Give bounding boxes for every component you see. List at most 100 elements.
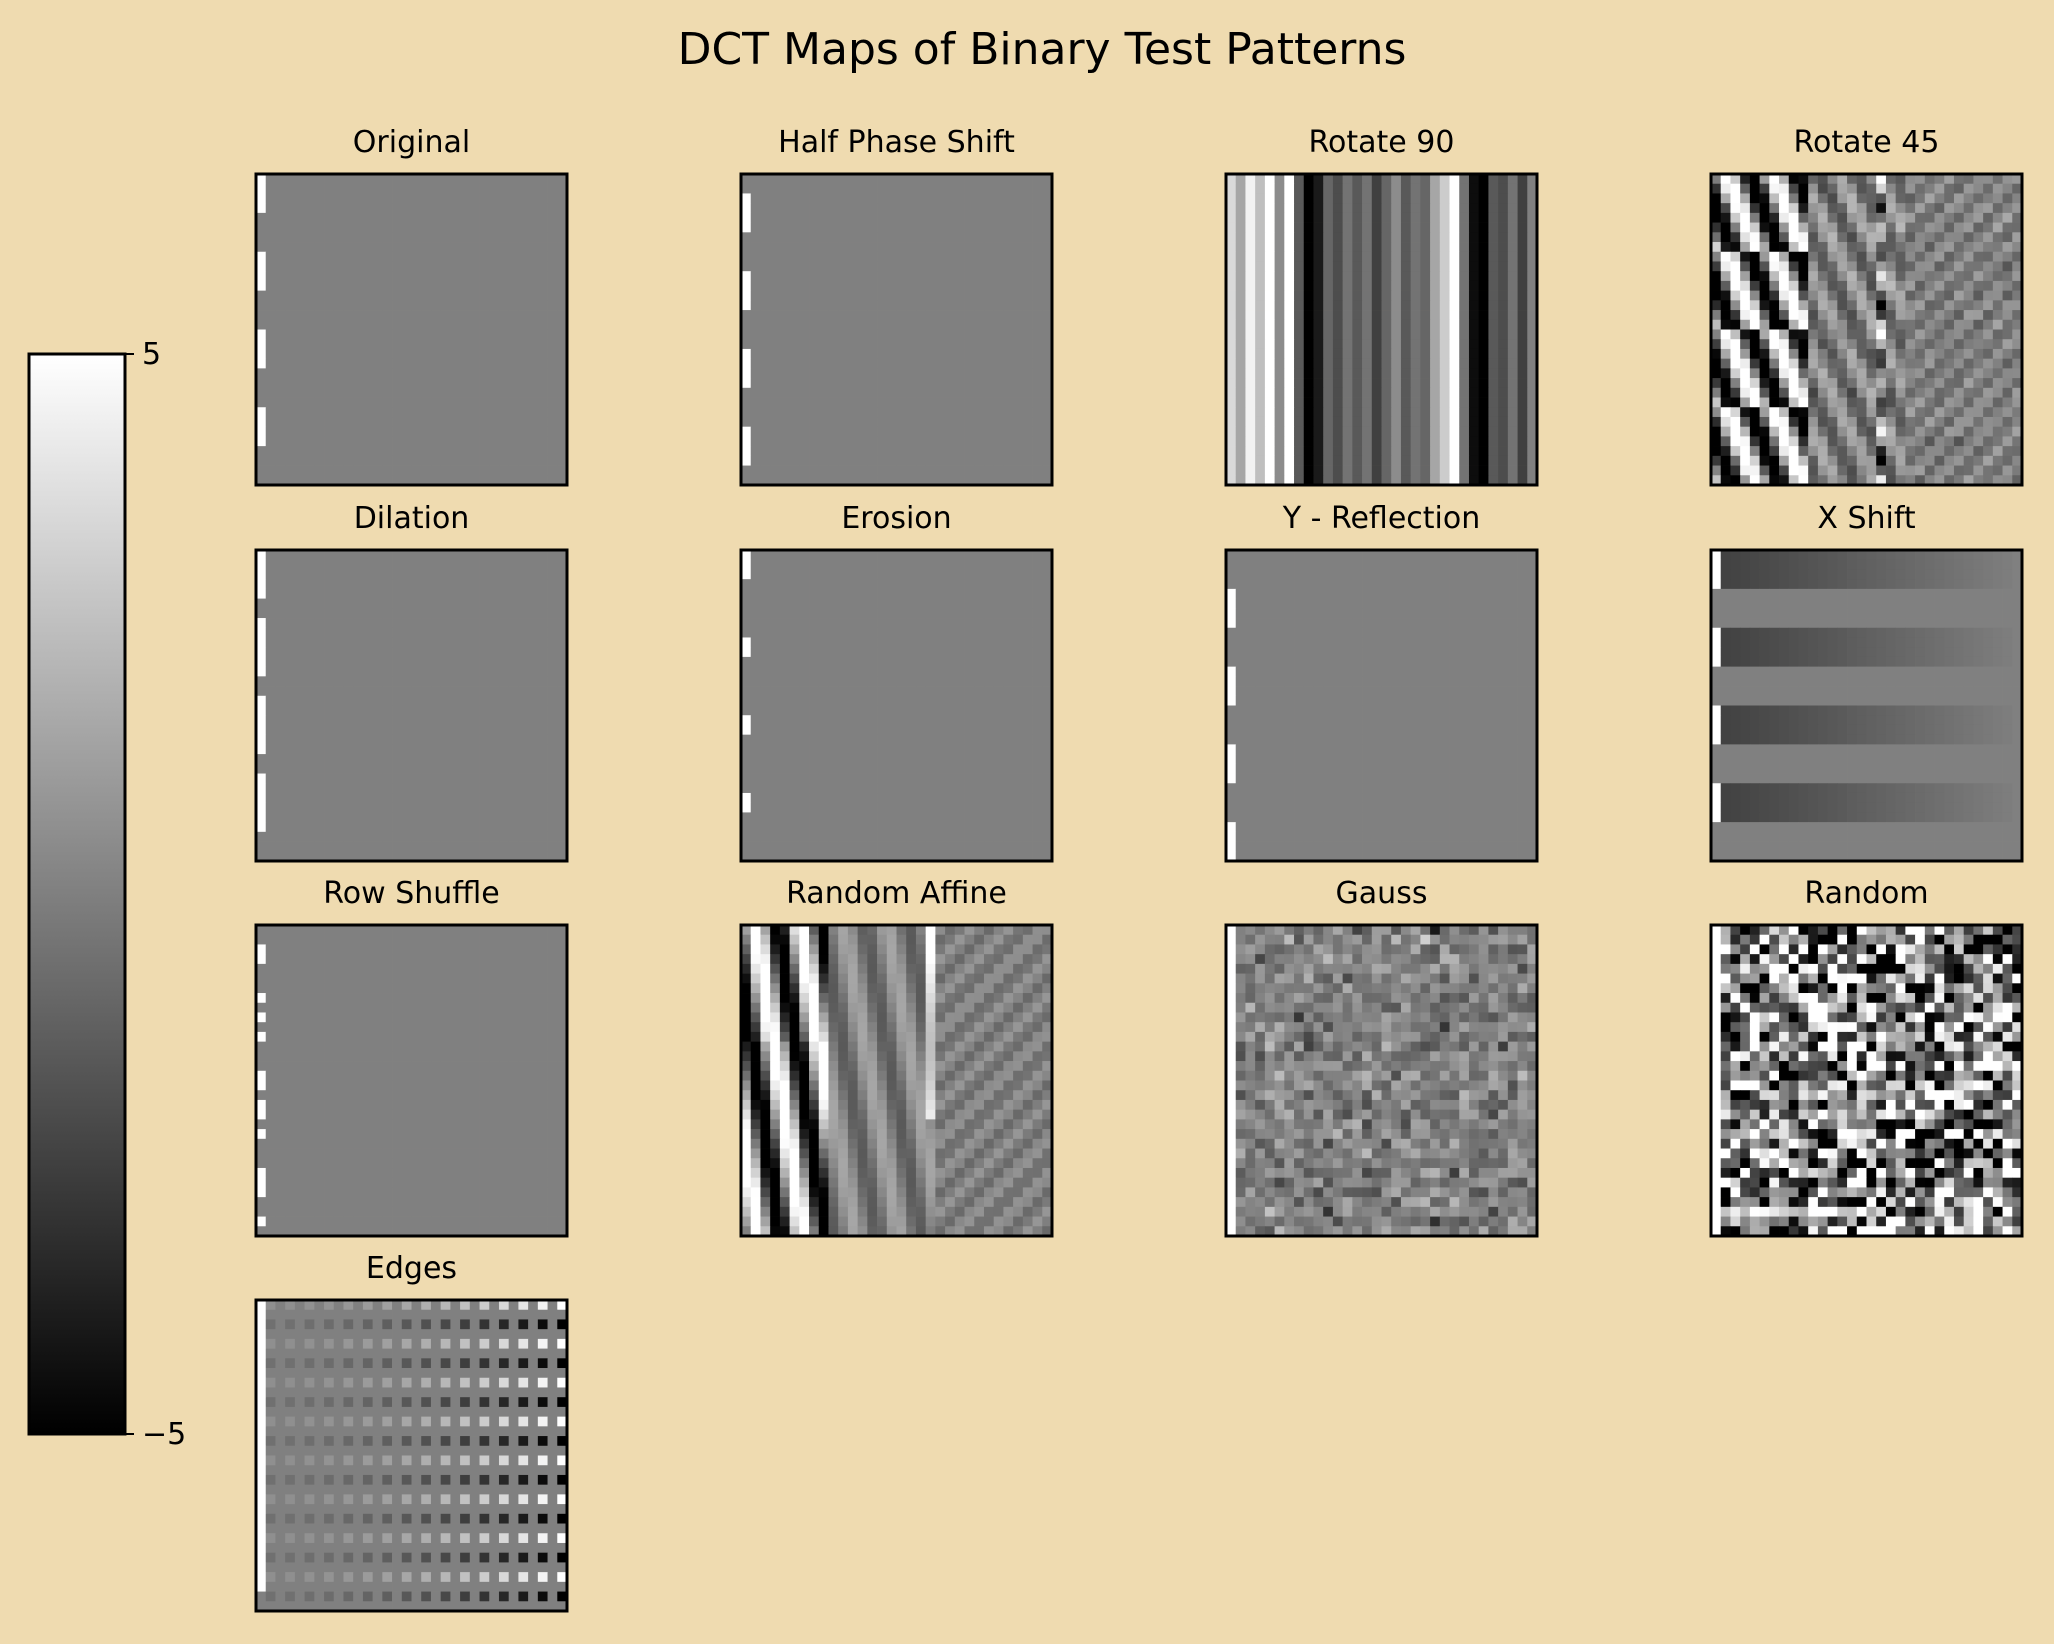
heatmap-cell [1449,397,1460,408]
heatmap-cell [1410,242,1421,253]
heatmap-cell [770,174,781,185]
heatmap-cell [770,387,781,398]
heatmap-cell [1963,426,1974,437]
heatmap-cell [1226,397,1237,408]
heatmap-cell [537,559,548,570]
heatmap-cell [392,300,403,311]
heatmap-cell [1420,387,1431,398]
heatmap-cell [1498,387,1509,398]
heatmap-cell [1895,348,1906,360]
heatmap-cell [411,676,422,687]
heatmap-cell [1769,261,1780,272]
heatmap-cell [1468,446,1480,457]
heatmap-cell [1944,290,1955,301]
heatmap-cell [1817,368,1828,379]
heatmap-cell [333,637,344,648]
heatmap-cell [489,271,500,282]
heatmap-cell [799,280,810,291]
heatmap-cell [1342,426,1353,437]
heatmap-cell [411,627,422,638]
heatmap-cell [333,579,344,590]
heatmap-cell [847,319,858,330]
heatmap-cell [750,203,761,214]
heatmap-cell [479,724,490,736]
heatmap-cell [1759,348,1770,360]
heatmap-cell [382,656,393,667]
heatmap-cell [1876,203,1887,214]
heatmap-cell [411,744,422,755]
heatmap-cell [489,734,500,745]
heatmap-cell [528,647,539,658]
heatmap-cell [818,290,829,301]
heatmap-cell [1391,368,1402,379]
heatmap-cell [838,407,849,418]
heatmap-cell [1983,319,1994,330]
heatmap-cell [537,300,548,311]
heatmap-cell [382,608,393,619]
heatmap-cell [1371,339,1382,350]
heatmap-cell [1342,475,1353,486]
heatmap-cell [557,222,568,233]
heatmap-cell [508,647,519,658]
heatmap-cell [537,387,548,398]
heatmap-cell [1381,436,1392,447]
heatmap-cell [324,465,335,476]
heatmap-cell [1720,387,1731,398]
heatmap-cell [401,222,412,233]
heatmap-cell [469,763,480,774]
heatmap-cell [1032,280,1043,291]
heatmap-cell [1430,436,1441,447]
heatmap-cell [382,251,393,262]
heatmap-cell [430,695,442,706]
heatmap-cell [265,559,276,570]
heatmap-cell [770,455,781,466]
heatmap-cell [838,232,849,243]
heatmap-cell [1498,319,1509,330]
heatmap-cell [1003,436,1014,447]
heatmap-cell [256,666,267,677]
heatmap-cell [498,569,510,580]
heatmap-cell [1924,193,1935,204]
heatmap-cell [1439,387,1450,398]
heatmap-cell [401,242,412,253]
heatmap-cell [528,368,539,379]
heatmap-cell [537,475,548,486]
heatmap-cell [382,426,393,437]
heatmap-cell [945,271,956,282]
heatmap-cell [528,627,539,638]
heatmap-cell [1042,290,1053,301]
heatmap-cell [1953,232,1965,243]
heatmap-cell [304,475,315,486]
heatmap-cell [1400,378,1412,389]
heatmap-cell [915,407,927,418]
heatmap-cell [1779,348,1790,360]
heatmap-cell [469,446,480,457]
heatmap-cell [1381,416,1392,428]
heatmap-cell [372,271,383,282]
heatmap-cell [333,251,344,262]
heatmap-cell [324,203,335,214]
heatmap-cell [508,656,519,667]
heatmap-cell [343,666,354,677]
heatmap-cell [1449,368,1460,379]
heatmap-cell [1284,465,1295,476]
heatmap-cell [275,475,286,486]
heatmap-cell [508,550,519,561]
heatmap-cell [789,271,800,282]
heatmap-cell [838,212,849,223]
heatmap-cell [1410,261,1421,272]
panel-frame [254,172,569,487]
heatmap-cell [430,242,442,253]
heatmap-cell [1362,212,1373,223]
heatmap-cell [333,319,344,330]
heatmap-cell [294,242,305,253]
heatmap-cell [1527,455,1538,466]
heatmap-cell [1711,193,1722,204]
heatmap-cell [256,579,267,590]
heatmap-cell [479,203,490,214]
heatmap-cell [265,387,276,398]
heatmap-cell [557,783,568,794]
heatmap-cell [1284,475,1295,486]
heatmap-cell [362,222,373,233]
heatmap-cell [314,426,325,437]
